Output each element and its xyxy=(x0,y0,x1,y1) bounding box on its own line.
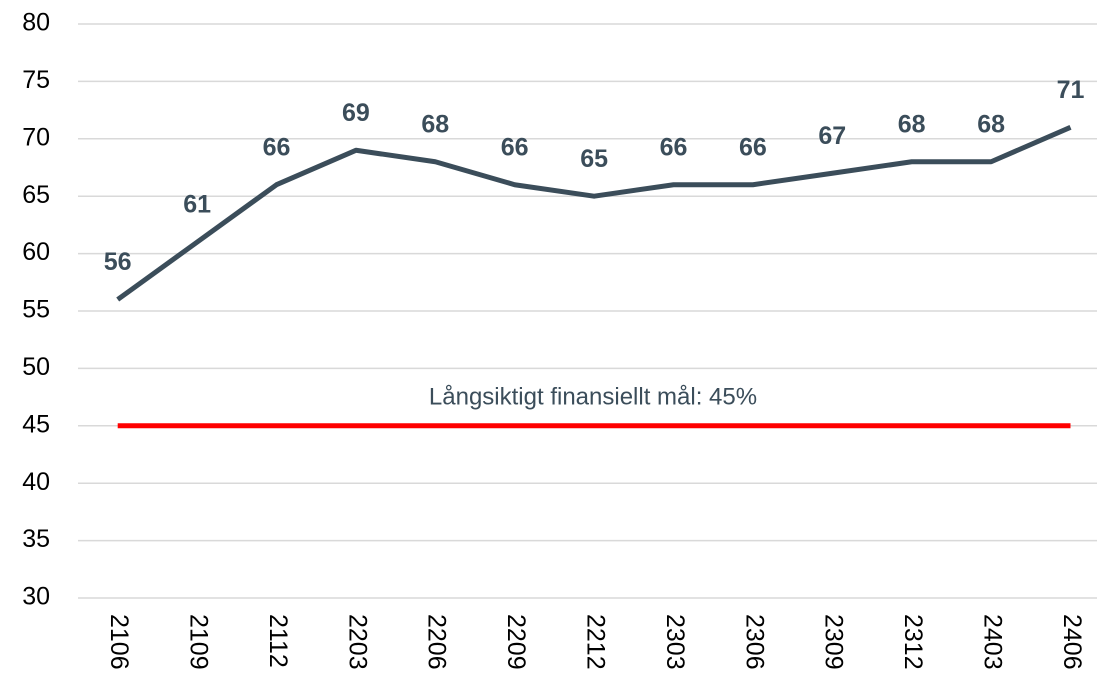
x-tick-label: 2406 xyxy=(1058,614,1086,670)
y-tick-label: 50 xyxy=(22,353,50,381)
y-tick-label: 30 xyxy=(22,583,50,611)
x-tick-label: 2312 xyxy=(899,614,927,670)
x-tick-label: 2303 xyxy=(661,614,689,670)
data-label: 67 xyxy=(818,122,846,150)
data-label: 66 xyxy=(263,133,291,161)
data-label: 71 xyxy=(1057,76,1085,104)
data-label: 56 xyxy=(104,248,132,276)
y-tick-label: 40 xyxy=(22,468,50,496)
y-tick-label: 75 xyxy=(22,66,50,94)
x-tick-label: 2206 xyxy=(423,614,451,670)
y-tick-label: 55 xyxy=(22,296,50,324)
x-tick-label: 2109 xyxy=(184,614,212,670)
x-tick-label: 2112 xyxy=(264,614,292,668)
x-tick-label: 2203 xyxy=(343,614,371,670)
y-tick-label: 70 xyxy=(22,123,50,151)
x-tick-label: 2212 xyxy=(581,614,609,670)
data-label: 66 xyxy=(739,133,767,161)
y-tick-label: 45 xyxy=(22,410,50,438)
y-tick-label: 35 xyxy=(22,525,50,553)
data-label: 66 xyxy=(660,133,688,161)
x-tick-label: 2209 xyxy=(502,614,530,670)
line xyxy=(116,125,1072,302)
annotation: Långsiktigt finansiellt mål: 45% xyxy=(429,383,757,410)
data-label: 65 xyxy=(580,145,608,173)
data-label: 68 xyxy=(977,110,1005,138)
y-tick-label: 65 xyxy=(22,181,50,209)
data-label: 61 xyxy=(183,191,211,219)
x-tick-label: 2306 xyxy=(740,614,768,670)
x-tick-label: 2403 xyxy=(978,614,1006,670)
x-tick-label: 2309 xyxy=(820,614,848,670)
data-label: 69 xyxy=(342,99,370,127)
data-label: 68 xyxy=(421,110,449,138)
y-tick-label: 80 xyxy=(22,9,50,37)
y-tick-label: 60 xyxy=(22,238,50,266)
data-label: 66 xyxy=(501,133,529,161)
data-label: 68 xyxy=(898,110,926,138)
x-tick-label: 2106 xyxy=(105,614,133,670)
